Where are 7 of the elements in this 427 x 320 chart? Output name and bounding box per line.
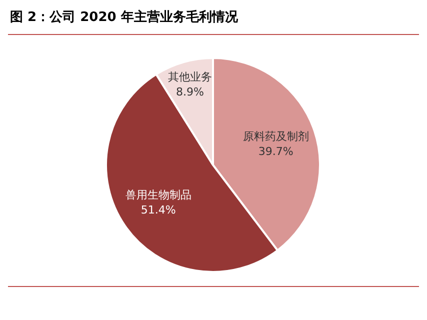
data-label: 39.7% [258, 144, 294, 158]
slice-label: 原料药及制剂 [242, 130, 309, 143]
data-label: 8.9% [176, 86, 204, 99]
slice-label: 兽用生物制品 [125, 188, 192, 202]
slice-label: 其他业务 [168, 70, 212, 84]
data-label: 51.4% [140, 203, 176, 216]
chart-title: 图 2：公司 2020 年主营业务毛利情况 [10, 8, 238, 26]
